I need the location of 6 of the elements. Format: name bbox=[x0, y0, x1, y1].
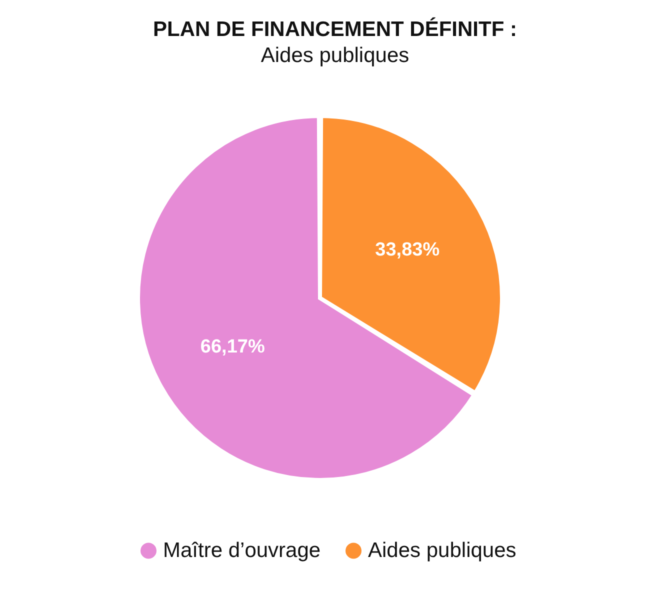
chart-subtitle: Aides publiques bbox=[260, 44, 410, 67]
chart-title: PLAN DE FINANCEMENT DÉFINITF : bbox=[153, 17, 517, 41]
legend-label: Aides publiques bbox=[368, 538, 516, 562]
data-label: 66,17% bbox=[200, 336, 265, 358]
data-label: 33,83% bbox=[375, 239, 440, 260]
legend-label: Maître d’ouvrage bbox=[163, 538, 321, 562]
